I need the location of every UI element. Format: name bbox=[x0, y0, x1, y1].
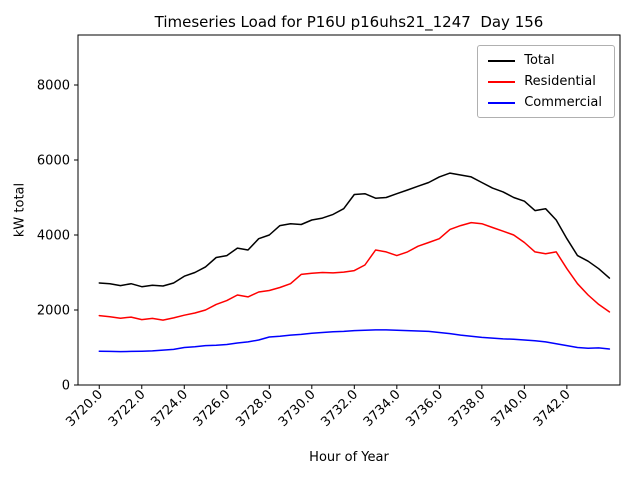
y-tick-label: 8000 bbox=[37, 78, 70, 93]
y-tick-label: 6000 bbox=[37, 153, 70, 168]
y-tick-label: 0 bbox=[62, 379, 70, 394]
x-tick-label: 3740.0 bbox=[488, 387, 531, 430]
series-line-total bbox=[98, 172, 611, 288]
x-tick-label: 3728.0 bbox=[233, 387, 276, 430]
x-tick-label: 3734.0 bbox=[361, 387, 404, 430]
legend-item-commercial: Commercial bbox=[488, 96, 602, 109]
legend-label: Total bbox=[524, 53, 555, 68]
x-tick-label: 3736.0 bbox=[403, 387, 446, 430]
legend-label: Residential bbox=[524, 74, 596, 89]
legend: Total Residential Commercial bbox=[477, 45, 615, 118]
legend-label: Commercial bbox=[524, 95, 602, 110]
y-tick-label: 4000 bbox=[37, 228, 70, 243]
x-tick-label: 3724.0 bbox=[148, 387, 191, 430]
x-tick-label: 3738.0 bbox=[446, 387, 489, 430]
legend-swatch bbox=[488, 59, 516, 62]
x-tick-label: 3732.0 bbox=[318, 387, 361, 430]
series-line-residential bbox=[98, 221, 611, 321]
x-axis-label: Hour of Year bbox=[309, 450, 389, 465]
legend-swatch bbox=[488, 80, 516, 83]
legend-item-total: Total bbox=[488, 54, 602, 67]
x-tick-label: 3726.0 bbox=[191, 387, 234, 430]
series-line-commercial bbox=[98, 329, 611, 353]
chart-title: Timeseries Load for P16U p16uhs21_1247 D… bbox=[154, 13, 544, 31]
x-tick-label: 3742.0 bbox=[531, 387, 574, 430]
legend-swatch bbox=[488, 101, 516, 104]
x-tick-label: 3722.0 bbox=[106, 387, 149, 430]
axes-frame bbox=[77, 34, 621, 386]
y-tick-label: 2000 bbox=[37, 303, 70, 318]
x-tick-label: 3720.0 bbox=[63, 387, 106, 430]
x-tick-label: 3730.0 bbox=[276, 387, 319, 430]
y-axis-label: kW total bbox=[12, 182, 28, 238]
legend-item-residential: Residential bbox=[488, 75, 602, 88]
